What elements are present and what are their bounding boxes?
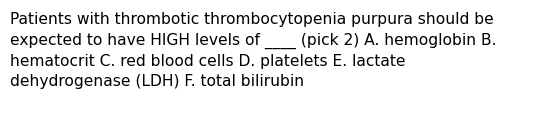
Text: Patients with thrombotic thrombocytopenia purpura should be
expected to have HIG: Patients with thrombotic thrombocytopeni…	[10, 12, 497, 89]
